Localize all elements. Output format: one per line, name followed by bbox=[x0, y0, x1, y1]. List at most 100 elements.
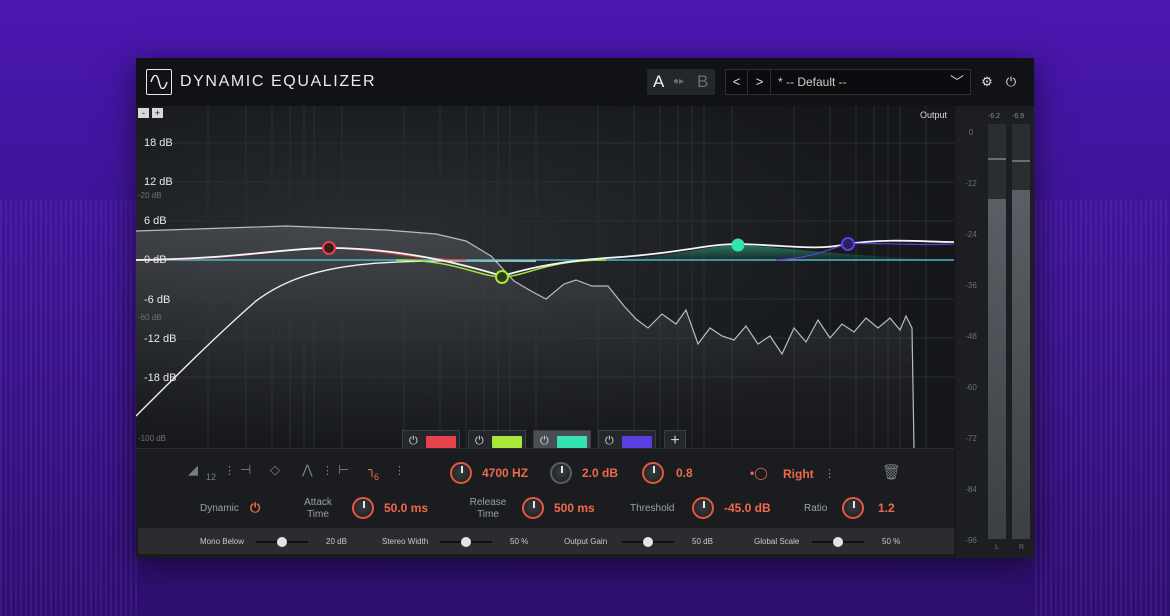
band-node-3[interactable] bbox=[731, 238, 745, 252]
filter-slope-value: 12 bbox=[206, 472, 217, 482]
output-gain-value: 50 dB bbox=[692, 537, 713, 546]
band-color-swatch bbox=[426, 436, 456, 448]
background-waveform-right bbox=[1035, 200, 1170, 616]
band-node-2[interactable] bbox=[495, 270, 509, 284]
release-knob[interactable] bbox=[522, 497, 544, 519]
power-icon[interactable]: ⏻ bbox=[409, 435, 418, 447]
shelf-filter-icon[interactable]: ⊣ bbox=[240, 462, 252, 477]
power-icon[interactable]: ⏻ bbox=[1005, 74, 1017, 89]
db-label: 6 dB bbox=[144, 215, 167, 227]
band-2[interactable]: ⏻ bbox=[468, 430, 526, 448]
preset-a-button[interactable]: A bbox=[653, 72, 665, 91]
trash-icon[interactable]: 🗑 bbox=[882, 464, 902, 481]
db-label: -18 dB bbox=[144, 372, 177, 384]
eq-graph[interactable] bbox=[136, 106, 954, 448]
next-preset-button[interactable]: > bbox=[749, 70, 771, 94]
low-shelf-filter-icon[interactable]: ◢ bbox=[188, 462, 198, 477]
threshold-value[interactable]: -45.0 dB bbox=[724, 501, 771, 515]
left-peak-value: -6.2 bbox=[988, 113, 1001, 120]
left-peak-marker bbox=[988, 158, 1006, 160]
global-scale-value: 50 % bbox=[882, 537, 901, 546]
bell-filter-icon[interactable]: ◇ bbox=[270, 462, 280, 477]
output-gain-slider[interactable] bbox=[622, 537, 674, 547]
q-value[interactable]: 0.8 bbox=[676, 466, 693, 480]
band-node-1[interactable] bbox=[322, 241, 336, 255]
gain-knob[interactable] bbox=[550, 462, 572, 484]
right-peak-marker bbox=[1012, 160, 1030, 162]
power-icon[interactable]: ⏻ bbox=[605, 435, 614, 447]
mono-below-slider[interactable] bbox=[256, 537, 308, 547]
channel-icon[interactable]: •◯ bbox=[750, 466, 768, 480]
power-icon[interactable]: ⏻ bbox=[475, 435, 484, 447]
add-band-button[interactable]: + bbox=[664, 430, 686, 448]
right-channel-label: R bbox=[1019, 544, 1025, 551]
global-controls: Mono Below 20 dB Stereo Width 50 % Outpu… bbox=[138, 528, 954, 554]
stereo-width-label: Stereo Width bbox=[382, 537, 429, 546]
band-node-4[interactable] bbox=[841, 237, 855, 251]
background-waveform-left bbox=[0, 200, 140, 616]
meter-scale-label: -60 bbox=[965, 383, 977, 392]
gear-icon[interactable]: ⚙ bbox=[981, 74, 993, 89]
dynamic-label: Dynamic bbox=[200, 503, 239, 514]
meter-scale-label: -72 bbox=[965, 434, 977, 443]
output-meter: 0 -12 -24 -36 -48 -60 -72 -84 -96 -6.2 -… bbox=[956, 106, 1034, 558]
left-channel-label: L bbox=[995, 544, 999, 551]
plugin-window: DYNAMIC EQUALIZER A ●▸ B < > * -- Defaul… bbox=[136, 58, 1034, 558]
high-shelf-filter-icon[interactable]: ⊢ bbox=[338, 462, 350, 477]
power-icon[interactable]: ⏻ bbox=[540, 435, 549, 447]
copy-arrow-icon[interactable]: ●▸ bbox=[673, 76, 685, 87]
zoom-out-button[interactable]: - bbox=[138, 108, 149, 118]
db-label-small: -20 dB bbox=[138, 191, 162, 200]
eq-display[interactable]: - + Output 18 dB 12 dB -20 dB 6 dB 0 dB … bbox=[136, 106, 954, 448]
left-meter bbox=[988, 124, 1006, 539]
filter-slope-active-value: 6 bbox=[374, 472, 380, 482]
attack-value[interactable]: 50.0 ms bbox=[384, 501, 429, 515]
slider-thumb[interactable] bbox=[643, 537, 653, 547]
band-color-swatch bbox=[622, 436, 652, 448]
band-1[interactable]: ⏻ bbox=[402, 430, 460, 448]
db-label: 0 dB bbox=[144, 254, 167, 266]
attack-label: Attack Time bbox=[304, 497, 332, 520]
stereo-width-slider[interactable] bbox=[440, 537, 492, 547]
meter-scale-label: -84 bbox=[965, 485, 977, 494]
more-options-icon[interactable]: ⋮ bbox=[824, 468, 835, 480]
prev-preset-button[interactable]: < bbox=[726, 70, 748, 94]
more-options-icon[interactable]: ⋮ bbox=[224, 465, 235, 477]
db-label: -12 dB bbox=[144, 333, 177, 345]
band-4[interactable]: ⏻ bbox=[598, 430, 656, 448]
db-label-small: -100 dB bbox=[138, 434, 167, 443]
output-gain-label: Output Gain bbox=[564, 537, 608, 546]
gain-value[interactable]: 2.0 dB bbox=[582, 466, 619, 480]
db-label-small: -60 dB bbox=[138, 313, 162, 322]
meter-scale-label: -24 bbox=[965, 230, 977, 239]
chevron-down-icon[interactable]: ﹀ bbox=[950, 74, 964, 90]
frequency-knob[interactable] bbox=[450, 462, 472, 484]
band-color-swatch bbox=[492, 436, 522, 448]
slider-thumb[interactable] bbox=[833, 537, 843, 547]
q-knob[interactable] bbox=[642, 462, 664, 484]
meter-scale-label: -36 bbox=[965, 281, 977, 290]
band-pass-filter-icon[interactable]: ⋀ bbox=[302, 462, 313, 477]
high-cut-filter-icon[interactable]: ╮ bbox=[368, 462, 376, 477]
preset-name[interactable]: * -- Default -- bbox=[778, 75, 847, 89]
slider-thumb[interactable] bbox=[277, 537, 287, 547]
ratio-knob[interactable] bbox=[842, 497, 864, 519]
threshold-knob[interactable] bbox=[692, 497, 714, 519]
channel-value[interactable]: Right bbox=[783, 467, 814, 481]
global-scale-slider[interactable] bbox=[812, 537, 864, 547]
ratio-value[interactable]: 1.2 bbox=[878, 501, 895, 515]
slider-thumb[interactable] bbox=[461, 537, 471, 547]
release-value[interactable]: 500 ms bbox=[554, 501, 595, 515]
threshold-label: Threshold bbox=[630, 503, 675, 514]
stereo-width-value: 50 % bbox=[510, 537, 529, 546]
app-title: DYNAMIC EQUALIZER bbox=[180, 73, 377, 90]
dynamic-power-icon[interactable]: ⏻ bbox=[250, 500, 261, 515]
zoom-in-button[interactable]: + bbox=[152, 108, 163, 118]
meter-scale-label: -48 bbox=[965, 332, 977, 341]
band-3[interactable]: ⏻ bbox=[533, 430, 591, 448]
preset-b-button[interactable]: B bbox=[697, 72, 709, 91]
more-options-icon[interactable]: ⋮ bbox=[394, 465, 405, 477]
frequency-value[interactable]: 4700 HZ bbox=[482, 466, 529, 480]
attack-knob[interactable] bbox=[352, 497, 374, 519]
more-options-icon[interactable]: ⋮ bbox=[322, 465, 333, 477]
